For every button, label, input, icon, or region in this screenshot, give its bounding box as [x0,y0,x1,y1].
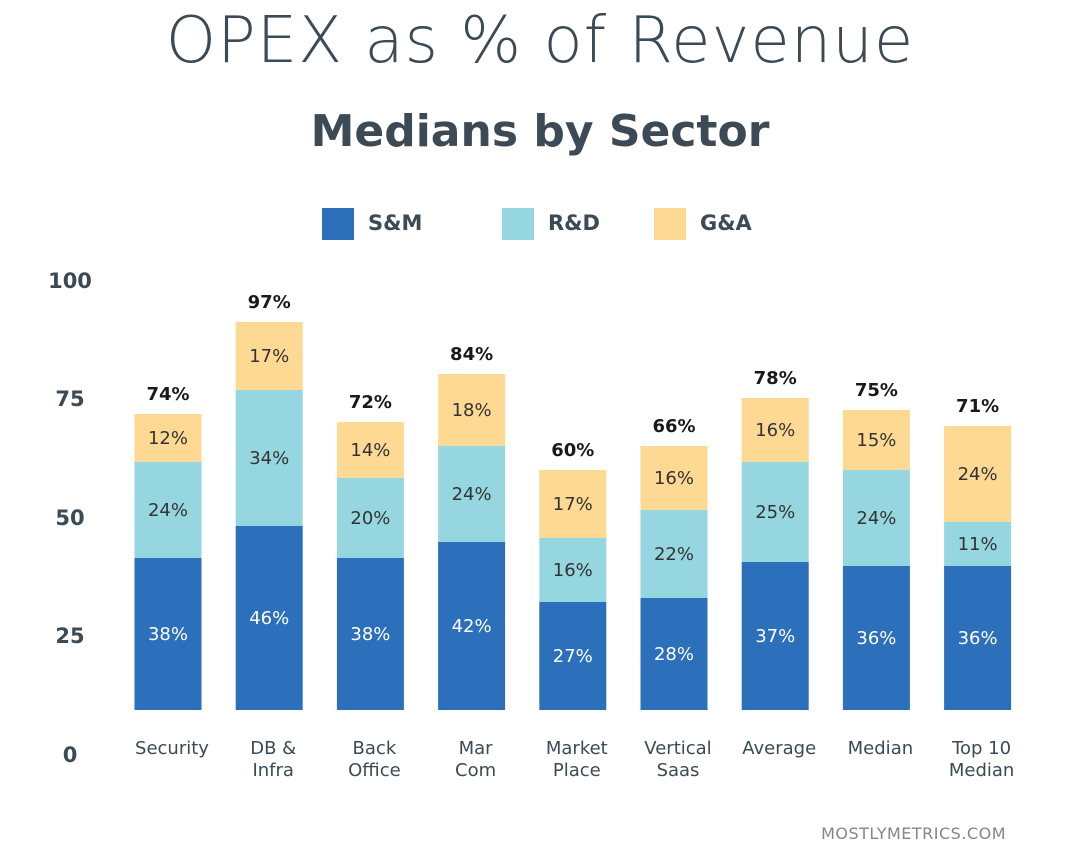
legend-swatch-ga [654,208,686,240]
bar-segment-ga [539,470,607,538]
legend-swatch-rd [502,208,534,240]
legend-label-rd: R&D [548,211,600,235]
bar-segment-rd [336,478,404,558]
bar-segment-ga [438,374,506,446]
bar-segment-rd [842,470,910,566]
bar-segment-rd [741,462,809,562]
bar-segment-ga [842,410,910,470]
total-label: 60% [551,440,594,461]
segment-label: 24% [148,500,188,521]
bar-segment-rd [235,390,303,526]
segment-label: 28% [654,644,694,665]
total-label: 78% [754,368,797,389]
bar-segment-ga [134,414,202,462]
bar-segment-sm [640,598,708,710]
category-label: Average [742,738,816,759]
segment-label: 18% [452,400,492,421]
category-label: DB & [250,738,296,759]
bar-segment-ga [640,446,708,510]
segment-label: 16% [755,420,795,441]
segment-label: 20% [350,508,390,529]
segment-label: 15% [856,430,896,451]
segment-label: 37% [755,626,795,647]
category-label: Saas [657,760,700,781]
category-label: Market [546,738,608,759]
bar-segment-sm [235,526,303,710]
bar-segment-rd [134,462,202,558]
y-tick-label: 50 [55,506,84,530]
segment-label: 27% [553,646,593,667]
bar-segment-sm [741,562,809,710]
bar-segment-sm [336,558,404,710]
segment-label: 14% [350,440,390,461]
segment-label: 36% [856,628,896,649]
legend-label-ga: G&A [700,211,752,235]
bar-segment-rd [438,446,506,542]
chart-title: OPEX as % of Revenue [165,4,915,78]
bar-segment-ga [944,426,1012,522]
bar-segment-sm [539,602,607,710]
y-tick-label: 75 [55,387,84,411]
segment-label: 24% [856,508,896,529]
segment-label: 42% [452,616,492,637]
total-label: 72% [349,392,392,413]
total-label: 84% [450,344,493,365]
segment-label: 38% [148,624,188,645]
category-label: Place [553,760,601,781]
category-label: Vertical [644,738,711,759]
segment-label: 38% [350,624,390,645]
legend-swatch-sm [322,208,354,240]
category-label: Median [848,738,913,759]
legend-label-sm: S&M [368,211,423,235]
chart-subtitle: Medians by Sector [310,106,770,157]
segment-label: 12% [148,428,188,449]
bar-segment-rd [640,510,708,598]
segment-label: 16% [654,468,694,489]
category-label: Com [455,760,496,781]
legend: S&M R&D G&A [0,207,1080,241]
category-label: Back [353,738,397,759]
segment-label: 17% [249,346,289,367]
category-label: Office [348,760,401,781]
bar-segment-sm [438,542,506,710]
bar-segment-sm [134,558,202,710]
bar-segment-rd [539,538,607,602]
category-label: Top 10 [951,738,1011,759]
category-label: Median [949,760,1014,781]
total-label: 66% [652,416,695,437]
y-tick-label: 25 [55,624,84,648]
watermark: MOSTLYMETRICS.COM [821,824,1006,843]
total-label: 71% [956,396,999,417]
segment-label: 25% [755,502,795,523]
segment-label: 17% [553,494,593,515]
bar-segment-ga [336,422,404,478]
segment-label: 24% [958,464,998,485]
segment-label: 46% [249,608,289,629]
bar-segment-sm [842,566,910,710]
category-label: Infra [252,760,293,781]
total-label: 74% [146,384,189,405]
total-label: 75% [855,380,898,401]
segment-label: 36% [958,628,998,649]
segment-label: 22% [654,544,694,565]
category-label: Security [135,738,209,759]
segment-label: 24% [452,484,492,505]
bar-segment-ga [741,398,809,462]
y-tick-label: 0 [63,743,78,767]
y-tick-label: 100 [48,269,92,293]
total-label: 97% [248,292,291,313]
segment-label: 34% [249,448,289,469]
bar-segment-sm [944,566,1012,710]
category-label: Mar [459,738,494,759]
bar-segment-ga [235,322,303,390]
bar-segment-rd [944,522,1012,566]
segment-label: 16% [553,560,593,581]
segment-label: 11% [958,534,998,555]
